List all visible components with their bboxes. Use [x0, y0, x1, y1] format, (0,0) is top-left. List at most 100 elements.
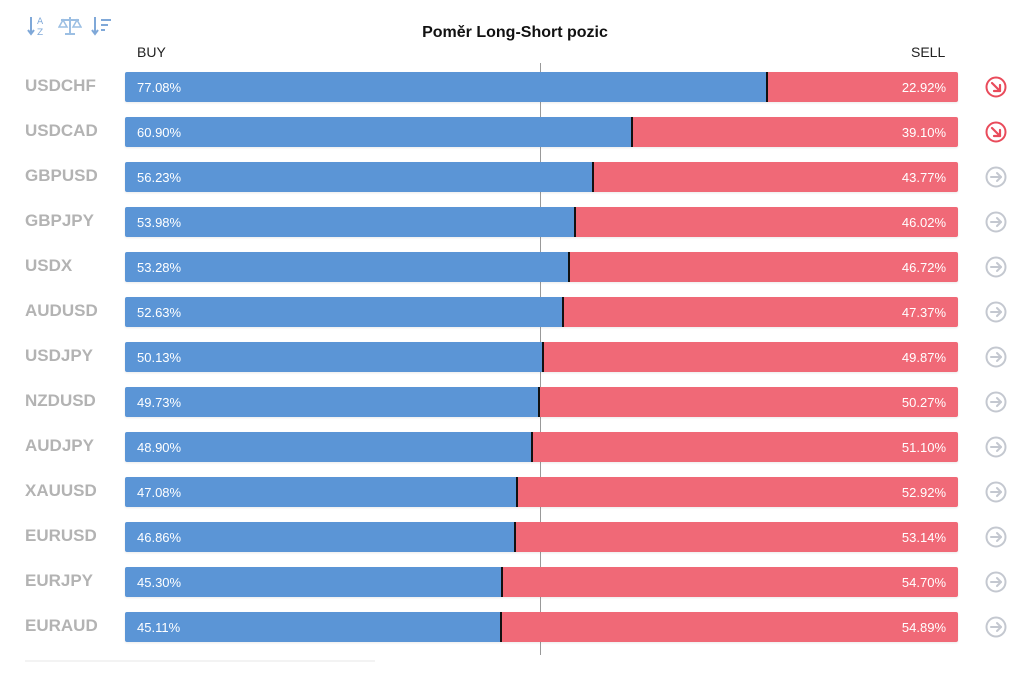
ratio-bar[interactable]: 50.13% 49.87%	[125, 342, 958, 372]
ratio-bar[interactable]: 56.23% 43.77%	[125, 162, 958, 192]
ratio-divider	[574, 207, 576, 237]
buy-segment: 53.28%	[125, 252, 569, 282]
pair-label[interactable]: USDX	[25, 256, 73, 275]
ratio-bar[interactable]: 45.30% 54.70%	[125, 567, 958, 597]
buy-segment: 45.11%	[125, 612, 501, 642]
chart-row: GBPJPY 53.98% 46.02%	[0, 205, 1030, 250]
arrow-right-icon[interactable]	[985, 391, 1007, 413]
buy-percent: 60.90%	[137, 125, 182, 140]
pair-label[interactable]: GBPJPY	[25, 211, 94, 230]
ratio-bar[interactable]: 52.63% 47.37%	[125, 297, 958, 327]
buy-percent: 77.08%	[137, 80, 182, 95]
ratio-divider	[531, 432, 533, 462]
sell-percent: 50.27%	[901, 395, 946, 410]
sell-segment: 54.70%	[502, 567, 958, 597]
ratio-divider	[766, 72, 768, 102]
buy-segment: 47.08%	[125, 477, 517, 507]
buy-percent: 49.73%	[137, 395, 182, 410]
arrow-right-icon[interactable]	[985, 571, 1007, 593]
buy-segment: 49.73%	[125, 387, 539, 417]
sell-segment: 51.10%	[532, 432, 958, 462]
sort-alphabetical-icon[interactable]: A Z	[26, 14, 50, 38]
sell-percent: 46.02%	[901, 215, 946, 230]
ratio-divider	[501, 567, 503, 597]
pair-label[interactable]: XAUUSD	[25, 481, 97, 500]
arrow-right-icon[interactable]	[985, 301, 1007, 323]
buy-segment: 77.08%	[125, 72, 767, 102]
ratio-bar[interactable]: 45.11% 54.89%	[125, 612, 958, 642]
sell-percent: 54.70%	[901, 575, 946, 590]
footer-divider	[25, 660, 375, 662]
buy-segment: 46.86%	[125, 522, 515, 552]
buy-segment: 52.63%	[125, 297, 563, 327]
arrow-right-icon[interactable]	[985, 166, 1007, 188]
arrow-right-icon[interactable]	[985, 436, 1007, 458]
sell-percent: 22.92%	[901, 80, 946, 95]
ratio-bar[interactable]: 48.90% 51.10%	[125, 432, 958, 462]
sell-percent: 53.14%	[901, 530, 946, 545]
ratio-bar[interactable]: 49.73% 50.27%	[125, 387, 958, 417]
ratio-divider	[562, 297, 564, 327]
arrow-right-icon[interactable]	[985, 616, 1007, 638]
ratio-bar[interactable]: 47.08% 52.92%	[125, 477, 958, 507]
ratio-divider	[592, 162, 594, 192]
buy-percent: 52.63%	[137, 305, 182, 320]
pair-label[interactable]: AUDUSD	[25, 301, 98, 320]
arrow-down-right-icon[interactable]	[985, 76, 1007, 98]
sell-percent: 51.10%	[901, 440, 946, 455]
chart-row: EURJPY 45.30% 54.70%	[0, 565, 1030, 610]
ratio-divider	[568, 252, 570, 282]
pair-label[interactable]: USDCAD	[25, 121, 98, 140]
sell-percent: 54.89%	[901, 620, 946, 635]
arrow-right-icon[interactable]	[985, 481, 1007, 503]
arrow-right-icon[interactable]	[985, 256, 1007, 278]
arrow-right-icon[interactable]	[985, 526, 1007, 548]
chart-row: AUDUSD 52.63% 47.37%	[0, 295, 1030, 340]
sell-segment: 47.37%	[563, 297, 958, 327]
chart-row: USDJPY 50.13% 49.87%	[0, 340, 1030, 385]
balance-scale-icon[interactable]	[58, 14, 82, 38]
arrow-right-icon[interactable]	[985, 211, 1007, 233]
pair-label[interactable]: NZDUSD	[25, 391, 96, 410]
ratio-bar[interactable]: 77.08% 22.92%	[125, 72, 958, 102]
sell-column-label: SELL	[911, 44, 946, 60]
arrow-right-icon[interactable]	[985, 346, 1007, 368]
arrow-down-right-icon[interactable]	[985, 121, 1007, 143]
svg-text:A: A	[37, 17, 44, 27]
buy-column-label: BUY	[137, 44, 166, 60]
ratio-bar[interactable]: 53.98% 46.02%	[125, 207, 958, 237]
sell-percent: 49.87%	[901, 350, 946, 365]
pair-label[interactable]: EURJPY	[25, 571, 94, 590]
chart-row: USDX 53.28% 46.72%	[0, 250, 1030, 295]
ratio-divider	[542, 342, 544, 372]
pair-label[interactable]: USDJPY	[25, 346, 94, 365]
chart-title: Poměr Long-Short pozic	[422, 24, 608, 41]
buy-percent: 53.28%	[137, 260, 182, 275]
sell-segment: 54.89%	[501, 612, 958, 642]
sell-percent: 46.72%	[901, 260, 946, 275]
buy-segment: 60.90%	[125, 117, 632, 147]
buy-segment: 53.98%	[125, 207, 575, 237]
pair-label[interactable]: EURUSD	[25, 526, 97, 545]
ratio-divider	[516, 477, 518, 507]
sell-percent: 39.10%	[901, 125, 946, 140]
sell-segment: 46.72%	[569, 252, 958, 282]
pair-label[interactable]: AUDJPY	[25, 436, 94, 455]
sell-segment: 39.10%	[632, 117, 958, 147]
chart-row: NZDUSD 49.73% 50.27%	[0, 385, 1030, 430]
chart-row: GBPUSD 56.23% 43.77%	[0, 160, 1030, 205]
pair-label[interactable]: USDCHF	[25, 76, 96, 95]
ratio-bar[interactable]: 53.28% 46.72%	[125, 252, 958, 282]
svg-text:Z: Z	[37, 28, 43, 38]
sell-segment: 22.92%	[767, 72, 958, 102]
ratio-bar[interactable]: 60.90% 39.10%	[125, 117, 958, 147]
ratio-divider	[631, 117, 633, 147]
ratio-bar[interactable]: 46.86% 53.14%	[125, 522, 958, 552]
ratio-divider	[538, 387, 540, 417]
pair-label[interactable]: GBPUSD	[25, 166, 98, 185]
ratio-divider	[500, 612, 502, 642]
ratio-divider	[514, 522, 516, 552]
buy-segment: 56.23%	[125, 162, 593, 192]
sort-descending-icon[interactable]	[90, 14, 114, 38]
pair-label[interactable]: EURAUD	[25, 616, 98, 635]
